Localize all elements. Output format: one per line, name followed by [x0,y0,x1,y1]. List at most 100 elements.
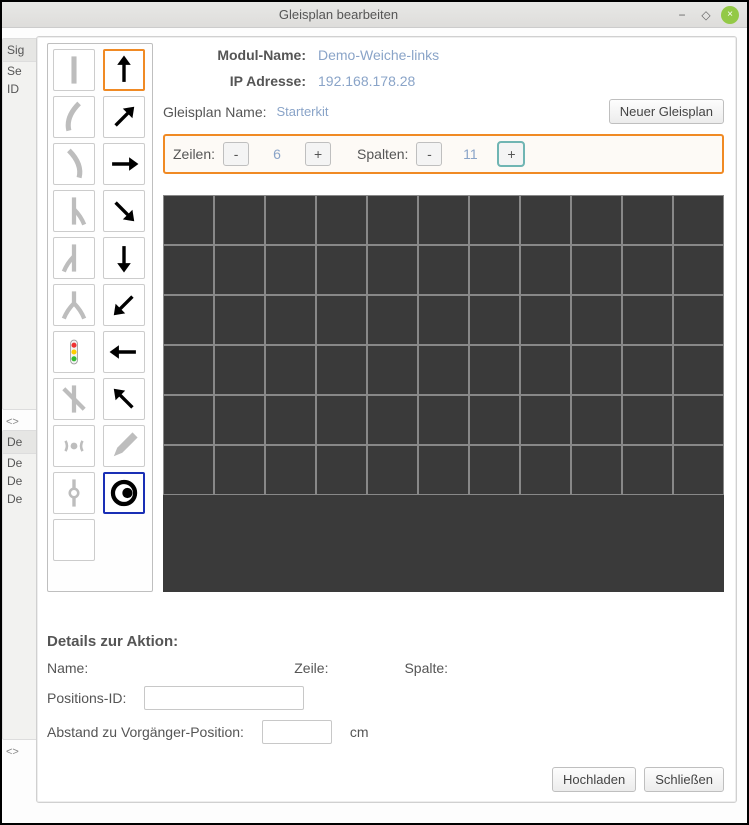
empty-tool[interactable] [53,519,95,561]
grid-cell[interactable] [163,295,214,345]
grid-cell[interactable] [367,295,418,345]
grid-cell[interactable] [469,345,520,395]
curve-left-icon[interactable] [53,96,95,138]
arrow-up-icon[interactable] [103,49,145,91]
grid-cell[interactable] [520,345,571,395]
grid-cell[interactable] [571,195,622,245]
maximize-icon[interactable]: ◇ [697,6,715,24]
arrow-w-icon[interactable] [103,331,145,373]
abstand-input[interactable] [262,720,332,744]
grid-cell[interactable] [316,445,367,495]
grid-cell[interactable] [418,345,469,395]
grid-cell[interactable] [367,345,418,395]
grid-cell[interactable] [520,295,571,345]
grid-cell[interactable] [214,345,265,395]
grid-cell[interactable] [469,245,520,295]
grid-cell[interactable] [214,445,265,495]
grid-cell[interactable] [316,245,367,295]
grid-cell[interactable] [622,295,673,345]
grid-cell[interactable] [673,445,724,495]
arrow-s-icon[interactable] [103,237,145,279]
rows-decrement-button[interactable]: - [223,142,249,166]
arrow-se-icon[interactable] [103,190,145,232]
grid-cell[interactable] [214,295,265,345]
grid-cell[interactable] [418,395,469,445]
grid-cell[interactable] [265,195,316,245]
new-gleisplan-button[interactable]: Neuer Gleisplan [609,99,724,124]
grid-cell[interactable] [520,195,571,245]
grid-cell[interactable] [367,445,418,495]
grid-cell[interactable] [367,195,418,245]
grid-cell[interactable] [316,295,367,345]
grid-cell[interactable] [622,245,673,295]
grid-cell[interactable] [622,445,673,495]
grid-cell[interactable] [418,295,469,345]
grid-cell[interactable] [673,195,724,245]
grid-cell[interactable] [265,295,316,345]
grid-cell[interactable] [214,395,265,445]
grid-cell[interactable] [163,345,214,395]
grid-cell[interactable] [520,445,571,495]
grid-cell[interactable] [214,245,265,295]
grid-cell[interactable] [163,195,214,245]
signal-icon[interactable] [53,331,95,373]
gutter-marker-icon[interactable]: <> [2,414,36,430]
grid-cell[interactable] [163,245,214,295]
grid-cell[interactable] [214,195,265,245]
grid-cell[interactable] [571,295,622,345]
grid-cell[interactable] [571,395,622,445]
grid-cell[interactable] [265,345,316,395]
gutter-marker-icon[interactable]: <> [2,744,36,760]
grid-cell[interactable] [316,195,367,245]
grid-cell[interactable] [469,195,520,245]
grid-cell[interactable] [418,445,469,495]
grid-cell[interactable] [367,245,418,295]
arrow-nw-icon[interactable] [103,378,145,420]
switch-y-icon[interactable] [53,284,95,326]
grid-cell[interactable] [265,245,316,295]
cols-increment-button[interactable]: + [498,142,524,166]
grid-cell[interactable] [622,195,673,245]
arrow-sw-icon[interactable] [103,284,145,326]
gutter-tab[interactable]: Sig [3,39,36,62]
grid-cell[interactable] [469,295,520,345]
upload-button[interactable]: Hochladen [552,767,636,792]
grid-cell[interactable] [673,245,724,295]
grid-cell[interactable] [571,345,622,395]
sensor-icon[interactable] [53,425,95,467]
track-straight-icon[interactable] [53,49,95,91]
switch-l-icon[interactable] [53,237,95,279]
grid-cell[interactable] [265,395,316,445]
grid-cell[interactable] [673,345,724,395]
grid-cell[interactable] [520,395,571,445]
grid-cell[interactable] [673,395,724,445]
cross-icon[interactable] [53,378,95,420]
gutter-tab[interactable]: De [3,431,36,454]
pencil-icon[interactable] [103,425,145,467]
grid-cell[interactable] [673,295,724,345]
grid-cell[interactable] [316,395,367,445]
arrow-e-icon[interactable] [103,143,145,185]
grid-cell[interactable] [367,395,418,445]
curve-right-icon[interactable] [53,143,95,185]
arrow-ne-icon[interactable] [103,96,145,138]
grid-cell[interactable] [520,245,571,295]
close-icon[interactable]: × [721,6,739,24]
grid-cell[interactable] [418,245,469,295]
grid-cell[interactable] [622,395,673,445]
node-icon[interactable] [53,472,95,514]
grid-cell[interactable] [163,395,214,445]
grid-cell[interactable] [316,345,367,395]
grid-cell[interactable] [469,445,520,495]
eye-icon[interactable] [103,472,145,514]
grid-cell[interactable] [418,195,469,245]
cols-decrement-button[interactable]: - [416,142,442,166]
rows-increment-button[interactable]: + [305,142,331,166]
minimize-icon[interactable]: − [673,6,691,24]
grid-cell[interactable] [571,445,622,495]
close-button[interactable]: Schließen [644,767,724,792]
switch-r-icon[interactable] [53,190,95,232]
grid-cell[interactable] [622,345,673,395]
grid-cell[interactable] [469,395,520,445]
positions-id-input[interactable] [144,686,304,710]
